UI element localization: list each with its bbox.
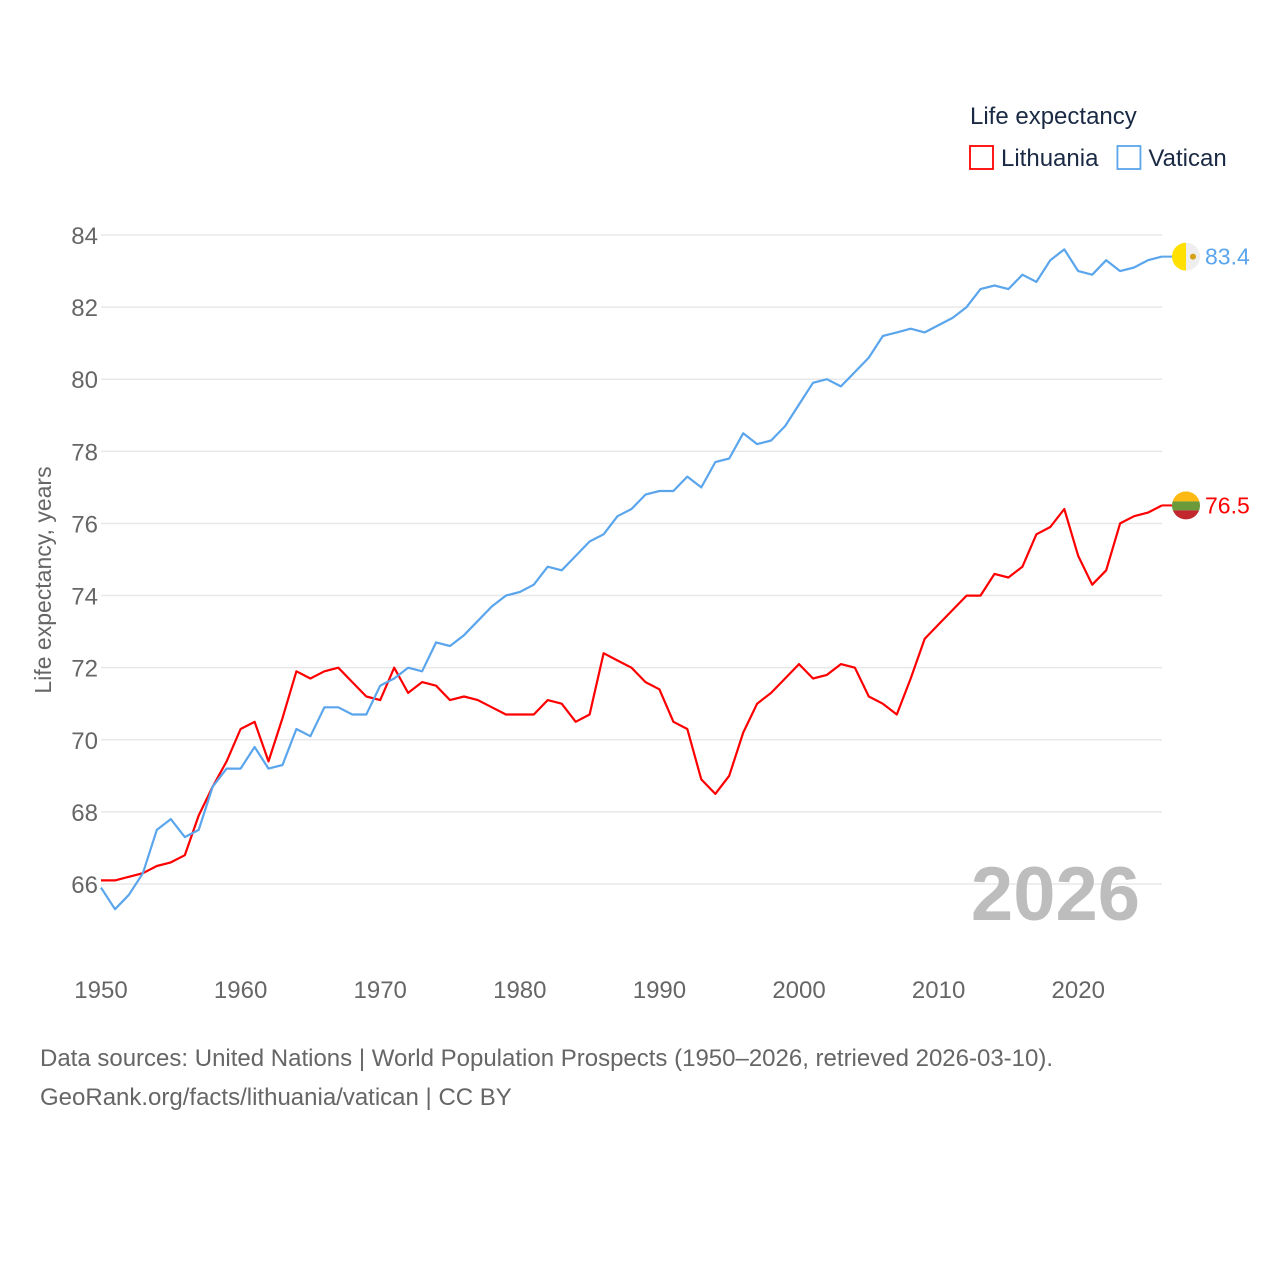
- end-value-label: 83.4: [1205, 244, 1250, 270]
- attribution-link[interactable]: GeoRank.org/facts/lithuania/vatican | CC…: [40, 1084, 512, 1111]
- y-tick-label: 78: [71, 439, 98, 466]
- legend-item-lithuania[interactable]: Lithuania: [969, 145, 1099, 172]
- y-tick-label: 80: [71, 367, 98, 394]
- x-tick-label: 2000: [772, 977, 825, 1004]
- data-source-text: Data sources: United Nations | World Pop…: [40, 1045, 1054, 1072]
- legend-title: Life expectancy: [970, 103, 1137, 130]
- legend-swatch: [969, 145, 994, 170]
- series-line-lithuania: [101, 504, 1163, 882]
- y-axis-label: Life expectancy, years: [30, 466, 56, 693]
- y-tick-label: 84: [71, 223, 98, 250]
- y-tick-label: 74: [71, 584, 98, 611]
- x-tick-label: 1990: [633, 977, 686, 1004]
- y-tick-label: 68: [71, 800, 98, 827]
- y-tick-label: 82: [71, 295, 98, 322]
- x-tick-label: 2010: [912, 977, 965, 1004]
- x-tick-label: 1950: [74, 977, 127, 1004]
- legend-swatch: [1116, 145, 1142, 170]
- y-tick-label: 66: [71, 872, 98, 899]
- y-tick-label: 72: [71, 656, 98, 683]
- x-tick-label: 1970: [354, 977, 407, 1004]
- lithuania-flag-icon: [1172, 491, 1200, 520]
- x-tick-label: 2020: [1052, 977, 1105, 1004]
- y-tick-label: 70: [71, 728, 98, 755]
- legend-item-vatican[interactable]: Vatican: [1116, 145, 1227, 172]
- end-value-label: 76.5: [1205, 492, 1250, 518]
- vatican-flag-icon: [1172, 242, 1200, 271]
- line-chart: 66 68 70 72 74 76 78 80 82 84 1950 1960 1970 1980 1990…: [30, 103, 1250, 1004]
- x-tick-label: 1960: [214, 977, 267, 1004]
- series-line-vatican: [100, 248, 1163, 911]
- legend-label: Vatican: [1148, 145, 1226, 172]
- legend-label: Lithuania: [1001, 145, 1099, 172]
- year-watermark: 2026: [971, 852, 1140, 937]
- x-tick-label: 1980: [493, 977, 546, 1004]
- y-tick-label: 76: [71, 511, 98, 538]
